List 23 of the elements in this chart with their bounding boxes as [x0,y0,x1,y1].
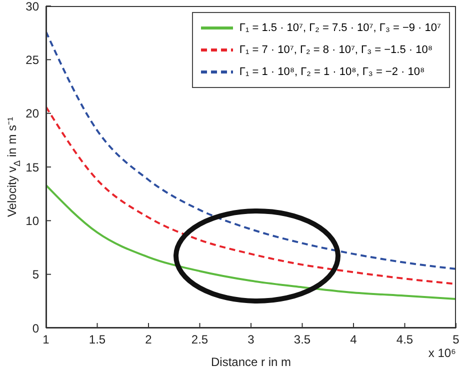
x-tick-label: 5 [452,332,460,347]
x-tick-label: 4 [350,332,358,347]
x-tick-label: 3.5 [294,332,311,347]
y-tick-label: 30 [26,0,40,14]
y-tick-label: 5 [32,268,40,282]
x-tick-label: 2 [145,332,152,347]
x-axis-title: Distance r in m [210,355,292,368]
y-tick-label: 25 [26,52,40,67]
line-series [46,184,456,300]
line-series [46,30,456,270]
x-tick-label: 3 [248,332,255,347]
y-tick-label: 0 [32,321,40,336]
legend-label: Γ₁ = 1.5 · 10⁷, Γ₂ = 7.5 · 10⁷, Γ₃ = −9 · 10⁷ [239,22,441,34]
x-tick-label: 1 [42,332,50,347]
legend-label: Γ₁ = 7 · 10⁷, Γ₂ = 8 · 10⁷, Γ₃ = −1.5 · 10⁸ [239,44,432,56]
y-tick-label: 10 [26,214,40,228]
text: x 10⁶ [428,346,456,360]
y-tick-label: 20 [26,106,40,121]
y-tick-label: 15 [26,160,40,174]
legend-label: Γ₁ = 1 · 10⁸, Γ₂ = 1 · 10⁸, Γ₃ = −2 · 10⁸ [239,66,425,78]
x-tick-label: 2.5 [191,332,208,347]
x-tick-label: 1.5 [88,332,106,347]
x-tick-label: 4.5 [396,332,414,347]
